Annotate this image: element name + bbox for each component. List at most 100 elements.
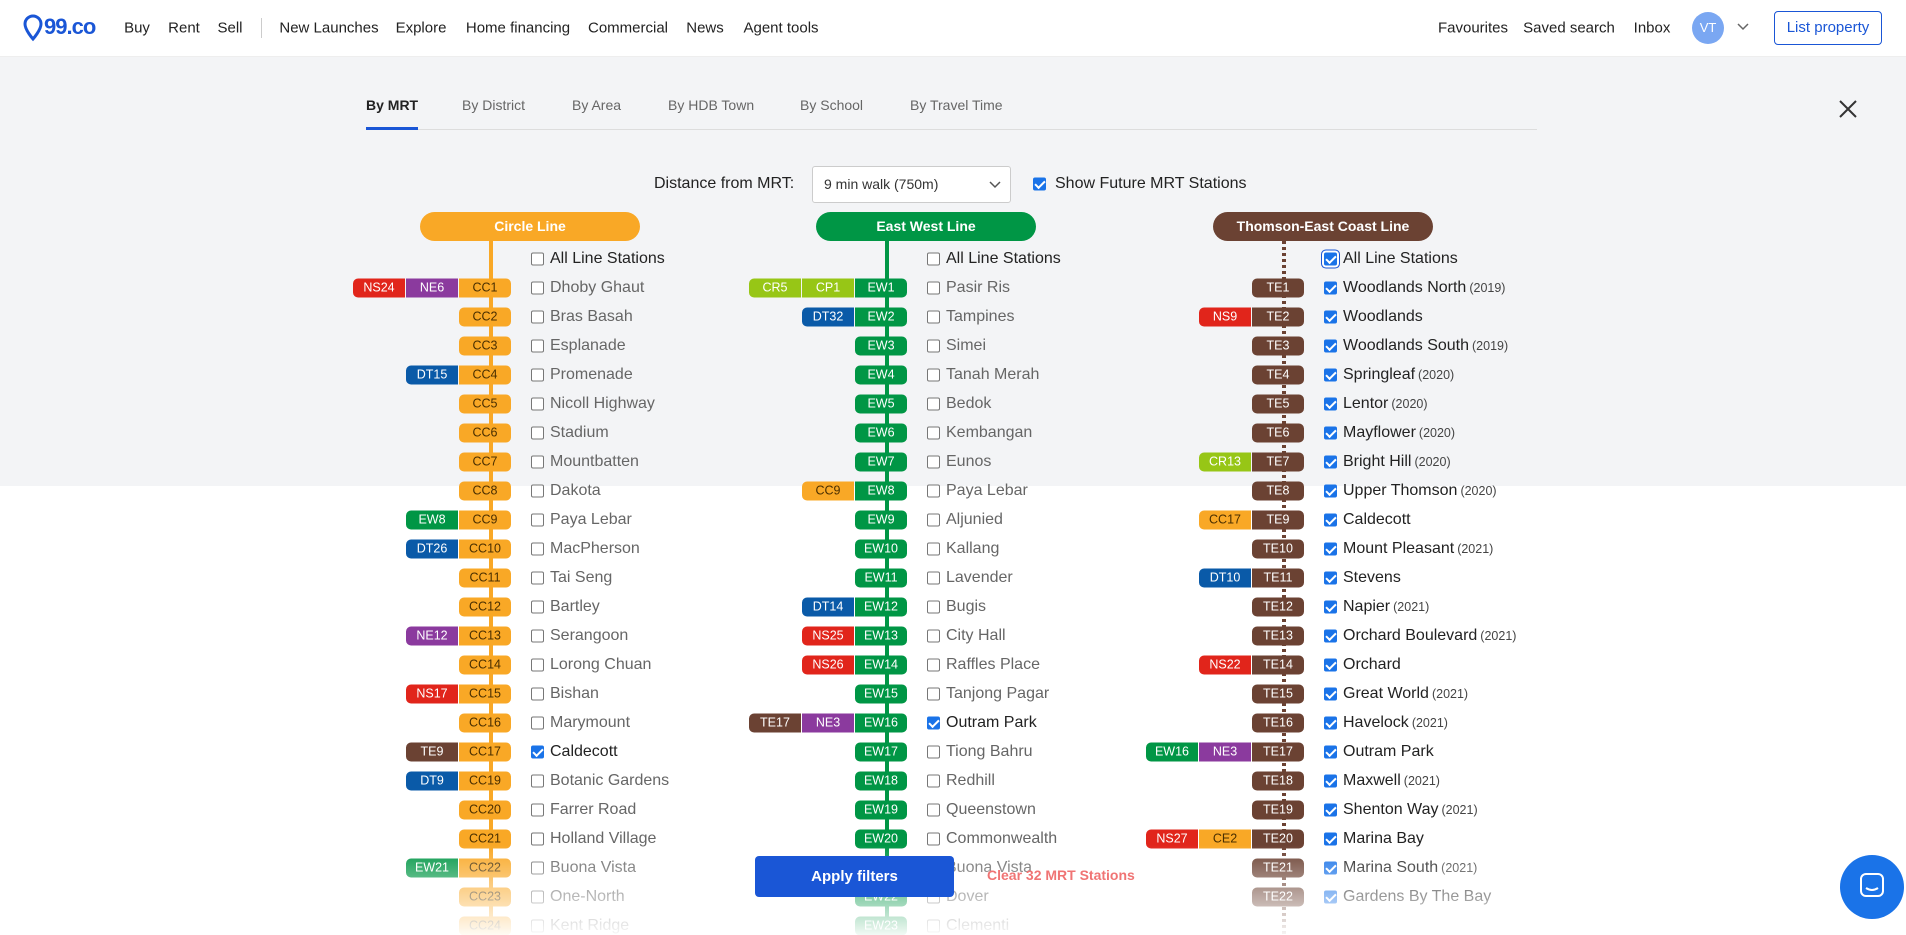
checkbox[interactable] (1324, 629, 1337, 643)
checkbox[interactable] (531, 687, 544, 701)
checkbox[interactable] (1324, 803, 1337, 817)
checkbox[interactable] (531, 629, 544, 643)
checkbox[interactable] (531, 252, 544, 266)
nav-link[interactable]: Saved search (1523, 19, 1615, 37)
checkbox[interactable] (1324, 484, 1337, 498)
checkbox[interactable] (531, 774, 544, 788)
checkbox[interactable] (1324, 861, 1337, 875)
checkbox[interactable] (531, 368, 544, 382)
checkbox[interactable] (531, 455, 544, 469)
tab[interactable]: By Area (572, 97, 622, 113)
checkbox[interactable] (927, 658, 940, 672)
clear-button[interactable]: Clear 32 MRT Stations (987, 867, 1135, 883)
checkbox[interactable] (1324, 687, 1337, 701)
checkbox[interactable] (927, 252, 940, 266)
tab[interactable]: By MRT (366, 97, 419, 113)
checkbox[interactable] (531, 542, 544, 556)
checkbox[interactable] (1324, 890, 1337, 904)
nav-link[interactable]: Sell (217, 19, 243, 37)
checkbox[interactable] (1324, 252, 1337, 266)
tab[interactable]: By District (462, 97, 525, 113)
checkbox[interactable] (1324, 426, 1337, 440)
checkbox[interactable] (1324, 339, 1337, 353)
checkbox[interactable] (927, 484, 940, 498)
checkbox[interactable] (531, 832, 544, 846)
checkbox[interactable] (927, 281, 940, 295)
checkbox[interactable] (1324, 455, 1337, 469)
station-code: CC21 (459, 829, 511, 849)
checkbox[interactable] (927, 716, 940, 730)
checkbox[interactable] (1324, 368, 1337, 382)
nav-link[interactable]: Inbox (1633, 19, 1671, 37)
checkbox[interactable] (1033, 177, 1046, 191)
checkbox[interactable] (1324, 513, 1337, 527)
checkbox[interactable] (927, 803, 940, 817)
checkbox[interactable] (927, 629, 940, 643)
checkbox[interactable] (531, 658, 544, 672)
checkbox[interactable] (531, 426, 544, 440)
checkbox[interactable] (1324, 658, 1337, 672)
checkbox[interactable] (927, 542, 940, 556)
checkbox[interactable] (927, 571, 940, 585)
checkbox[interactable] (927, 513, 940, 527)
checkbox[interactable] (927, 832, 940, 846)
checkbox[interactable] (927, 600, 940, 614)
checkbox[interactable] (927, 397, 940, 411)
checkbox[interactable] (1324, 832, 1337, 846)
checkbox[interactable] (1324, 542, 1337, 556)
checkbox[interactable] (531, 600, 544, 614)
apply-button[interactable]: Apply filters (755, 856, 954, 897)
checkbox[interactable] (927, 310, 940, 324)
distance-select[interactable]: 9 min walk (750m) (812, 166, 1011, 203)
close-button[interactable] (1838, 99, 1858, 119)
checkbox[interactable] (1324, 600, 1337, 614)
station-name: MacPherson (550, 540, 640, 558)
checkbox[interactable] (1324, 281, 1337, 295)
nav-link[interactable]: Home financing (465, 19, 571, 37)
checkbox[interactable] (1324, 716, 1337, 730)
checkbox[interactable] (531, 803, 544, 817)
checkbox[interactable] (927, 774, 940, 788)
checkbox[interactable] (531, 890, 544, 904)
checkbox[interactable] (531, 281, 544, 295)
checkbox[interactable] (1324, 397, 1337, 411)
checkbox[interactable] (927, 368, 940, 382)
checkbox[interactable] (1324, 310, 1337, 324)
checkbox[interactable] (531, 310, 544, 324)
checkbox[interactable] (1324, 571, 1337, 585)
checkbox[interactable] (531, 716, 544, 730)
nav-link[interactable]: Commercial (587, 19, 669, 37)
tab[interactable]: By School (800, 97, 864, 113)
tab[interactable]: By Travel Time (910, 97, 1003, 113)
checkbox[interactable] (927, 919, 940, 933)
checkbox[interactable] (531, 745, 544, 759)
tab[interactable]: By HDB Town (668, 97, 755, 113)
checkbox[interactable] (927, 745, 940, 759)
checkbox[interactable] (927, 455, 940, 469)
checkbox[interactable] (531, 571, 544, 585)
chat-button[interactable] (1840, 855, 1904, 919)
checkbox[interactable] (927, 426, 940, 440)
checkbox[interactable] (927, 687, 940, 701)
checkbox[interactable] (531, 861, 544, 875)
checkbox[interactable] (531, 397, 544, 411)
nav-link[interactable]: Agent tools (743, 19, 819, 37)
nav-link[interactable]: Favourites (1437, 19, 1509, 37)
nav-link[interactable]: News (686, 19, 724, 37)
nav-link[interactable]: Rent (168, 19, 200, 37)
nav-link[interactable]: Buy (124, 19, 150, 37)
avatar[interactable]: VT (1692, 12, 1724, 44)
nav-link[interactable]: Explore (395, 19, 447, 37)
chevron[interactable] (1736, 22, 1750, 32)
checkbox[interactable] (531, 339, 544, 353)
station-name: Marina Bay (1343, 830, 1424, 848)
checkbox[interactable] (1324, 774, 1337, 788)
checkbox[interactable] (531, 484, 544, 498)
checkbox[interactable] (531, 513, 544, 527)
checkbox[interactable] (927, 339, 940, 353)
checkbox[interactable] (531, 919, 544, 933)
list-property-button[interactable]: List property (1774, 11, 1882, 45)
checkbox[interactable] (1324, 745, 1337, 759)
logo[interactable]: 99.co (44, 14, 96, 39)
nav-link[interactable]: New Launches (279, 19, 379, 37)
